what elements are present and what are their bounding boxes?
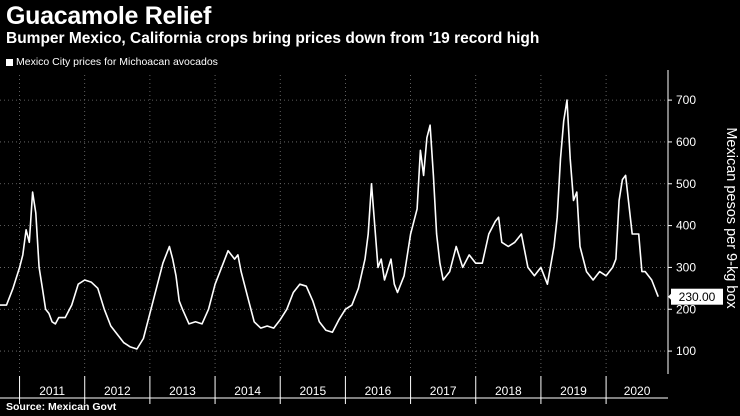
y-tick-label: 300 — [676, 260, 696, 274]
y-tick-label: 500 — [676, 177, 696, 191]
x-tick-label: 2014 — [234, 384, 261, 398]
x-tick-label: 2012 — [104, 384, 131, 398]
x-tick-label: 2019 — [560, 384, 587, 398]
legend-label: Mexico City prices for Michoacan avocado… — [16, 56, 218, 68]
y-tick-label: 700 — [676, 93, 696, 107]
x-tick-label: 2017 — [430, 384, 457, 398]
last-value-label: 230.00 — [679, 290, 716, 304]
y-tick-label: 400 — [676, 219, 696, 233]
chart-title: Guacamole Relief — [6, 2, 212, 30]
x-tick-label: 2015 — [299, 384, 326, 398]
y-tick-label: 600 — [676, 135, 696, 149]
chart-legend: Mexico City prices for Michoacan avocado… — [6, 56, 218, 68]
last-value-pointer — [668, 292, 672, 301]
source-note: Source: Mexican Govt — [6, 401, 117, 413]
x-tick-label: 2018 — [495, 384, 522, 398]
y-tick-label: 200 — [676, 302, 696, 316]
y-tick-label: 100 — [676, 344, 696, 358]
y-axis: 100 200 300 400 500 600 700 — [667, 70, 696, 374]
x-tick-label: 2020 — [624, 384, 651, 398]
x-tick-label: 2016 — [365, 384, 392, 398]
legend-swatch — [6, 58, 13, 66]
x-tick-label: 2013 — [169, 384, 196, 398]
last-value-box — [671, 288, 723, 305]
price-series-line — [0, 99, 659, 350]
y-axis-label: Mexican pesos per 9-kg box — [723, 127, 739, 309]
series-layer: 230.00 — [0, 99, 723, 350]
chart-subtitle: Bumper Mexico, California crops bring pr… — [6, 30, 540, 47]
x-axis: 2011 2012 2013 2014 2015 2016 2017 2018 2019 2020 — [0, 376, 668, 404]
x-tick-label: 2011 — [39, 384, 65, 398]
